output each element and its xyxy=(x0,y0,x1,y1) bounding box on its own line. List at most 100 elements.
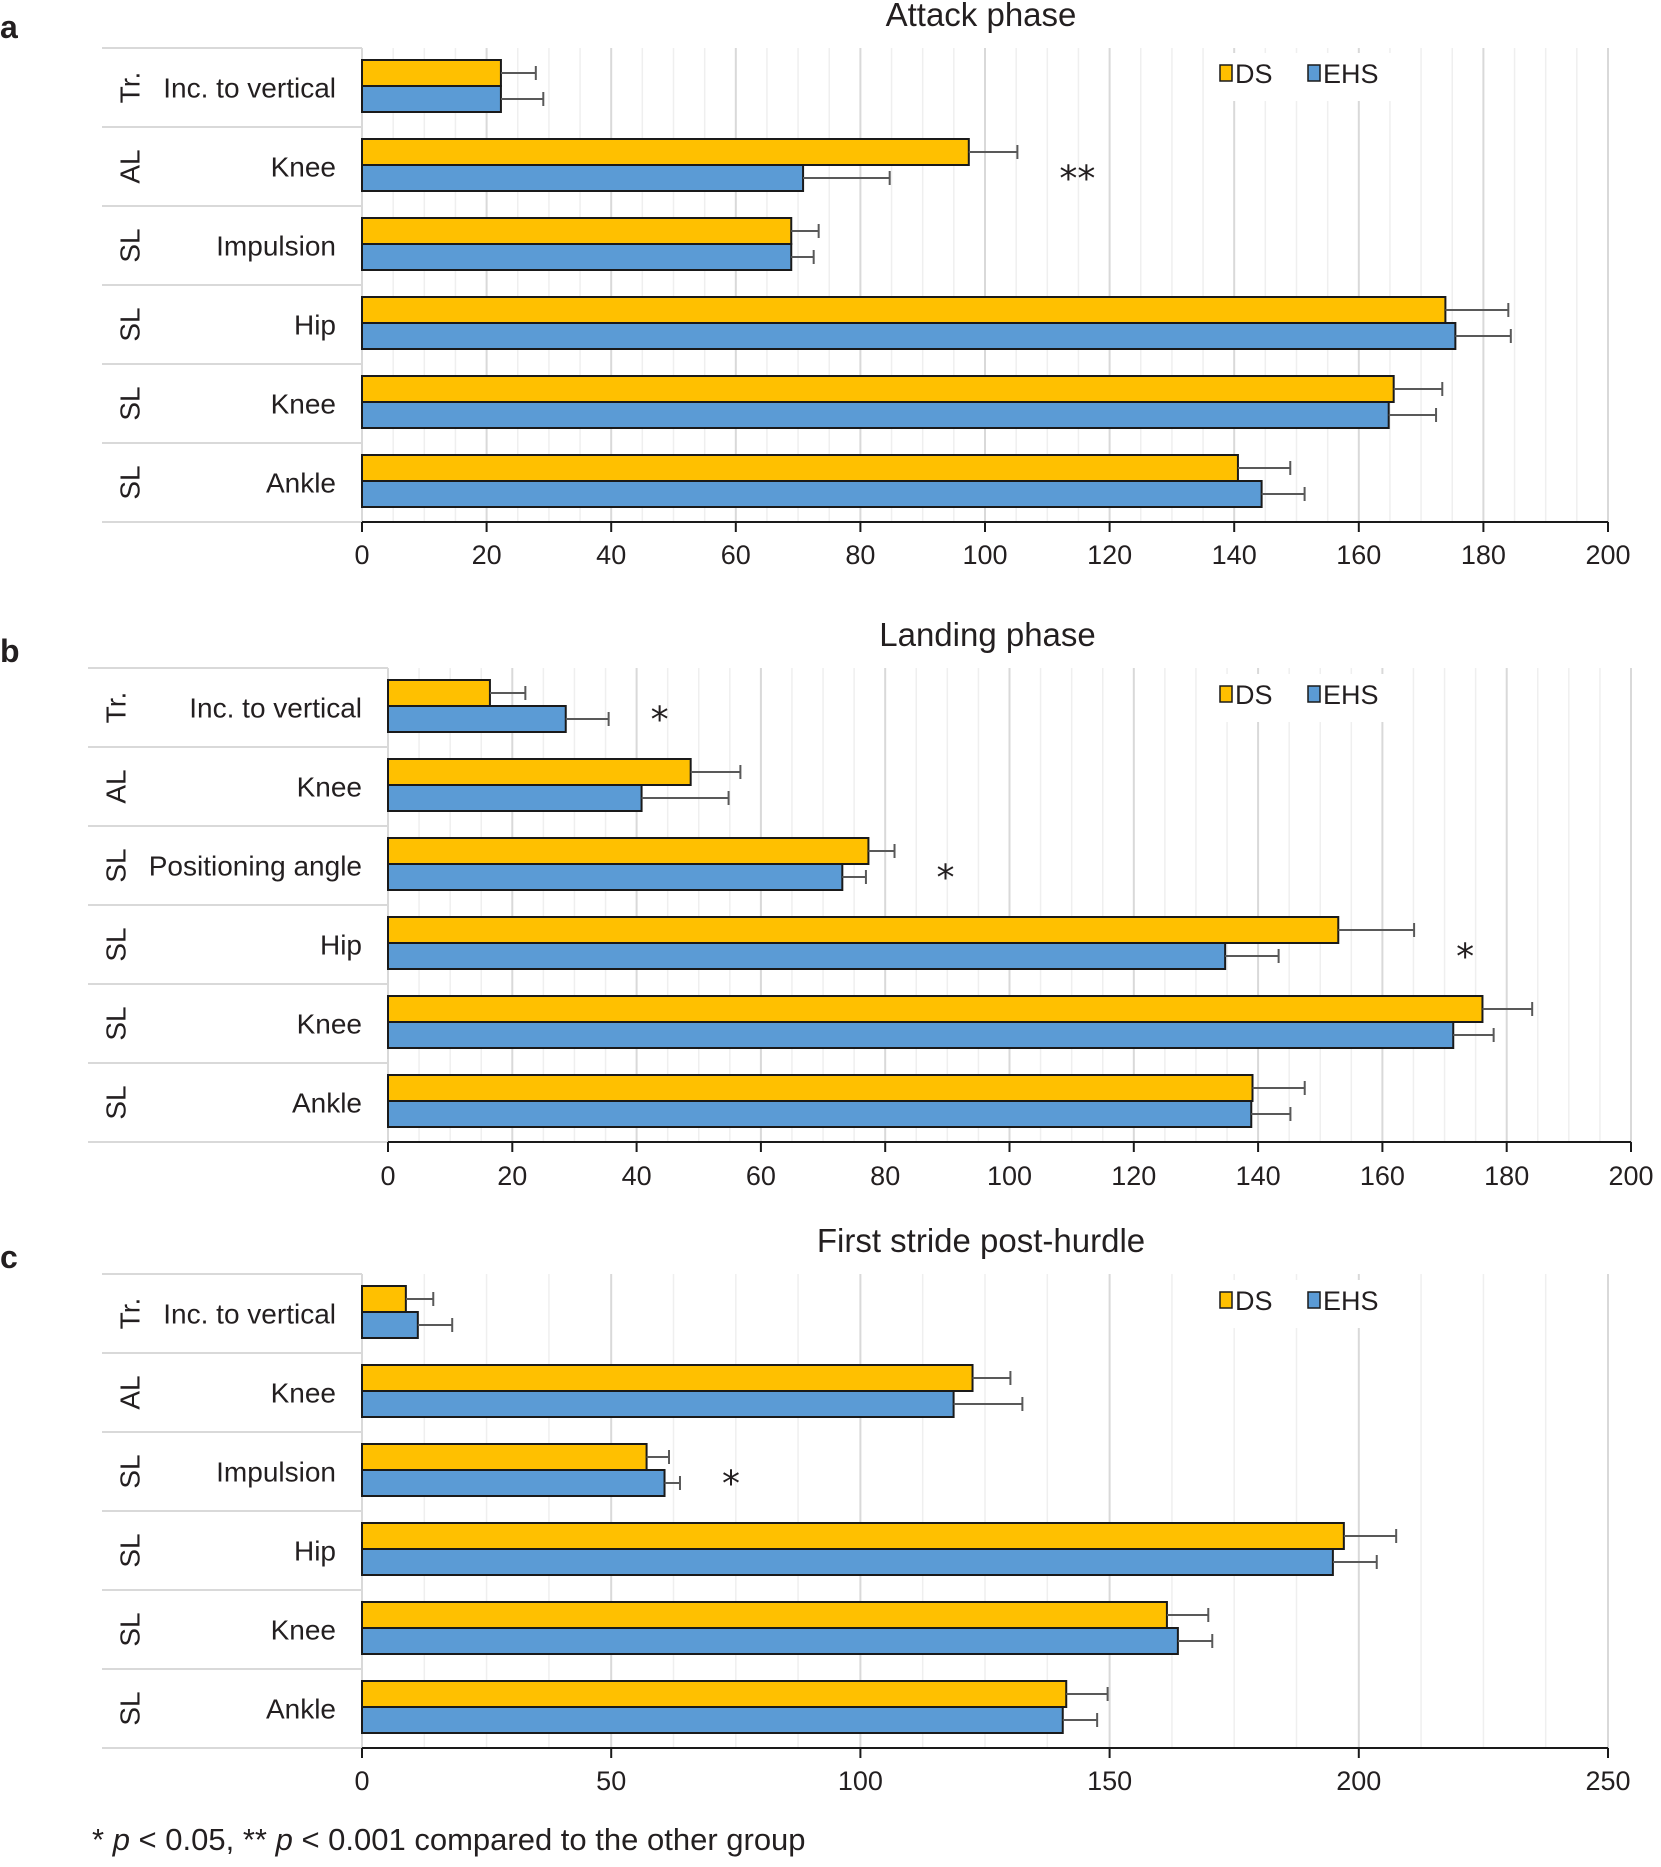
bar-ds xyxy=(387,1074,1254,1102)
bar-ds xyxy=(387,679,491,707)
category-label: Ankle xyxy=(266,1694,336,1725)
x-tick-label: 80 xyxy=(870,1161,900,1191)
x-tick-label: 20 xyxy=(472,540,502,570)
x-tick-label: 200 xyxy=(1336,1766,1381,1796)
x-tick-label: 100 xyxy=(838,1766,883,1796)
x-tick-label: 40 xyxy=(622,1161,652,1191)
bar-ds xyxy=(361,1443,648,1471)
bar-ds xyxy=(387,916,1340,944)
category-label: Knee xyxy=(271,389,336,420)
x-tick-label: 80 xyxy=(845,540,875,570)
category-label: Knee xyxy=(297,772,362,803)
bar-ds xyxy=(361,454,1239,482)
x-tick-label: 140 xyxy=(1236,1161,1281,1191)
significance-marker: * xyxy=(937,858,955,899)
category-label: Knee xyxy=(297,1009,362,1040)
x-tick-label: 100 xyxy=(962,540,1007,570)
chart-title: First stride post-hurdle xyxy=(817,1222,1145,1259)
bar-ehs xyxy=(387,705,567,733)
bar-ehs xyxy=(361,164,805,192)
category-label: Hip xyxy=(320,930,362,961)
legend-label-ehs: EHS xyxy=(1323,680,1379,710)
x-tick-label: 150 xyxy=(1087,1766,1132,1796)
group-label: SL xyxy=(115,1691,146,1725)
bar-ds xyxy=(387,837,870,865)
group-label: SL xyxy=(115,1454,146,1488)
category-label: Impulsion xyxy=(216,1457,336,1488)
category-label: Impulsion xyxy=(216,231,336,262)
category-label: Inc. to vertical xyxy=(189,693,362,724)
legend-label-ehs: EHS xyxy=(1323,59,1379,89)
group-label: SL xyxy=(101,1085,132,1119)
significance-marker: ** xyxy=(1059,159,1095,200)
category-label: Hip xyxy=(294,310,336,341)
group-label: AL xyxy=(115,1375,146,1409)
category-label: Inc. to vertical xyxy=(163,73,336,104)
group-label: Tr. xyxy=(115,1298,146,1330)
chart-title: Attack phase xyxy=(886,0,1077,33)
panel-label: c xyxy=(0,1239,18,1275)
legend-swatch-ehs xyxy=(1307,1291,1321,1309)
legend-swatch-ds xyxy=(1219,64,1233,82)
group-label: SL xyxy=(115,386,146,420)
significance-marker: * xyxy=(651,700,669,741)
legend-swatch-ds xyxy=(1219,685,1233,703)
x-tick-label: 160 xyxy=(1336,540,1381,570)
footnote-p: p xyxy=(275,1822,293,1857)
category-label: Knee xyxy=(271,152,336,183)
group-label: SL xyxy=(101,927,132,961)
bar-ehs xyxy=(361,1469,666,1497)
x-tick-label: 140 xyxy=(1212,540,1257,570)
bar-ehs xyxy=(361,1548,1334,1576)
bar-ehs xyxy=(361,1627,1179,1655)
group-label: SL xyxy=(115,228,146,262)
bar-ehs xyxy=(361,480,1263,508)
x-tick-label: 20 xyxy=(497,1161,527,1191)
footnote-p: p xyxy=(112,1822,130,1857)
bar-ehs xyxy=(361,322,1457,350)
x-tick-label: 40 xyxy=(596,540,626,570)
category-label: Knee xyxy=(271,1378,336,1409)
x-tick-label: 120 xyxy=(1087,540,1132,570)
group-label: SL xyxy=(101,848,132,882)
bar-ehs xyxy=(361,1390,955,1418)
bar-ehs xyxy=(387,1100,1253,1128)
bar-ehs xyxy=(361,1706,1064,1734)
bar-ds xyxy=(361,1364,974,1392)
legend: DS EHS xyxy=(1208,674,1398,722)
category-label: Positioning angle xyxy=(149,851,362,882)
bar-ds xyxy=(361,375,1395,403)
group-label: Tr. xyxy=(101,692,132,724)
x-tick-label: 250 xyxy=(1585,1766,1630,1796)
footnote-text-1: < 0.05, ** xyxy=(129,1822,276,1857)
bar-ehs xyxy=(387,942,1227,970)
group-label: SL xyxy=(115,1533,146,1567)
category-label: Inc. to vertical xyxy=(163,1299,336,1330)
x-tick-label: 200 xyxy=(1608,1161,1653,1191)
group-label: SL xyxy=(115,307,146,341)
bar-ds xyxy=(361,1522,1345,1550)
bar-ds xyxy=(387,758,692,786)
panel-c: c First stride post-hurdle Tr. Inc. to vert… xyxy=(0,1222,1631,1796)
x-tick-label: 160 xyxy=(1360,1161,1405,1191)
bar-ehs xyxy=(387,1021,1455,1049)
panel-label: b xyxy=(0,633,20,669)
bar-ds xyxy=(361,1601,1168,1629)
legend: DS EHS xyxy=(1208,53,1398,101)
bar-ds xyxy=(361,59,502,87)
legend-swatch-ds xyxy=(1219,1291,1233,1309)
footnote-text-2: < 0.001 compared to the other group xyxy=(292,1822,806,1857)
x-tick-label: 60 xyxy=(746,1161,776,1191)
x-tick-label: 120 xyxy=(1111,1161,1156,1191)
group-label: SL xyxy=(115,1612,146,1646)
bar-ehs xyxy=(387,863,844,891)
x-tick-label: 0 xyxy=(380,1161,395,1191)
category-label: Hip xyxy=(294,1536,336,1567)
x-tick-label: 50 xyxy=(596,1766,626,1796)
footnote: * p < 0.05, ** p < 0.001 compared to the… xyxy=(92,1822,806,1858)
category-label: Ankle xyxy=(292,1088,362,1119)
bar-ehs xyxy=(361,1311,419,1339)
legend-label-ds: DS xyxy=(1235,680,1273,710)
bar-ds xyxy=(361,1285,407,1313)
